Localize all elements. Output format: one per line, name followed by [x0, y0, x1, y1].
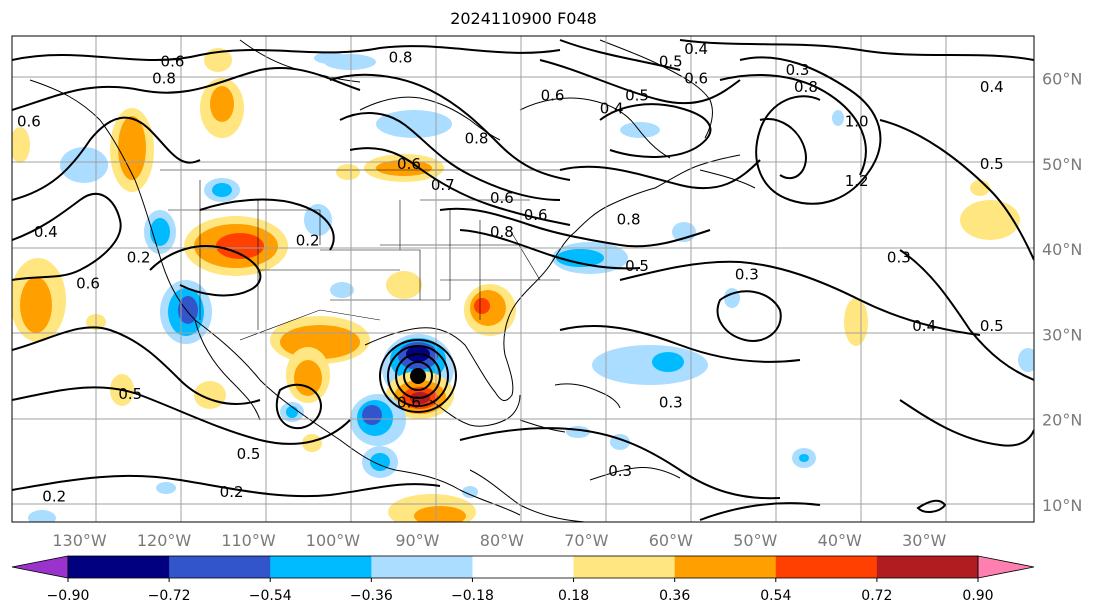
colorbar-segment — [169, 556, 271, 578]
colorbar-tick-label: −0.54 — [249, 588, 292, 604]
contour-label: 0.3 — [735, 266, 759, 284]
colorbar-tick-label: 0.36 — [659, 588, 690, 604]
contour-label: 0.5 — [118, 385, 142, 403]
contour-label: 0.6 — [17, 112, 41, 130]
colorbar-segment — [674, 556, 777, 578]
colorbar-segment — [573, 556, 676, 578]
colorbar-under-arrow — [11, 555, 69, 579]
colorbar-tick-label: −0.18 — [451, 588, 494, 604]
map-panel: 0.80.60.6 0.8 0.50.40.6 0.50.40.6 0.30.8 0.41… — [12, 36, 1034, 522]
colorbar-segment — [270, 556, 372, 578]
contour-label: 0.6 — [76, 274, 100, 292]
contour-label: 0.3 — [786, 61, 810, 79]
lon-label: 40°W — [818, 531, 862, 550]
contour-label: 0.3 — [887, 249, 911, 267]
colorbar-tick-label: 0.54 — [760, 588, 791, 604]
contour-label: 0.8 — [152, 70, 176, 88]
contour-label: 0.4 — [34, 223, 58, 241]
contour-label: 0.8 — [465, 129, 489, 147]
contour-label: 0.8 — [794, 78, 818, 96]
contour-label: 0.6 — [684, 70, 708, 88]
colorbar-tick-label: −0.36 — [350, 588, 393, 604]
lon-label: 130°W — [52, 531, 107, 550]
colorbar-segment — [775, 556, 878, 578]
contour-label: 1.2 — [845, 172, 869, 190]
contour-label: 0.3 — [608, 462, 632, 480]
contour-label: 0.5 — [980, 155, 1004, 173]
storm-center-marker — [410, 368, 426, 384]
contour-label: 0.5 — [625, 87, 649, 105]
contour-label: 0.4 — [980, 78, 1004, 96]
contour-label: 0.2 — [127, 249, 151, 267]
lon-label: 60°W — [649, 531, 693, 550]
lon-label: 70°W — [564, 531, 608, 550]
contour-label: 0.7 — [431, 176, 455, 194]
contour-label: 0.4 — [912, 317, 936, 335]
colorbar-tick-label: −0.72 — [148, 588, 191, 604]
contour-label: 0.6 — [541, 87, 565, 105]
contour-labels: 0.80.60.6 0.8 0.50.40.6 0.50.40.6 0.30.8 0.41… — [17, 40, 1004, 506]
colorbar-over-arrow — [977, 555, 1035, 579]
lat-label: 10°N — [1042, 496, 1082, 515]
colorbar-segment — [876, 556, 979, 578]
contour-label: 0.5 — [659, 53, 683, 71]
lon-label: 80°W — [480, 531, 524, 550]
coastlines — [29, 39, 756, 522]
lon-label: 90°W — [395, 531, 439, 550]
colorbar-tick-label: −0.90 — [47, 588, 90, 604]
contour-label: 1.0 — [845, 112, 869, 130]
lat-label: 40°N — [1042, 240, 1082, 259]
contour-label: 0.6 — [397, 394, 421, 412]
contour-label: 0.4 — [684, 40, 708, 58]
contour-label: 0.6 — [524, 206, 548, 224]
latitude-labels: 60°N 50°N 40°N 30°N 20°N 10°N — [1042, 70, 1082, 515]
lat-label: 50°N — [1042, 155, 1082, 174]
map-title: 2024110900 F048 — [450, 9, 597, 28]
colorbar-segment — [472, 556, 575, 578]
contour-label: 0.6 — [490, 189, 514, 207]
contour-label: 0.8 — [490, 223, 514, 241]
map-frame — [11, 35, 1035, 523]
contour-label: 0.8 — [389, 48, 413, 66]
lon-label: 50°W — [733, 531, 777, 550]
lon-label: 110°W — [221, 531, 276, 550]
longitude-labels: 130°W 120°W 110°W 100°W 90°W 80°W 70°W 60°W 50°W… — [52, 531, 946, 550]
colorbar-segment — [68, 556, 170, 578]
contour-label: 0.2 — [42, 487, 66, 505]
colorbar-tick-label: 0.72 — [861, 588, 892, 604]
lat-label: 30°N — [1042, 325, 1082, 344]
contour-lines — [12, 39, 1034, 521]
contour-label: 0.5 — [625, 257, 649, 275]
contour-label: 0.2 — [220, 483, 244, 501]
lon-label: 120°W — [137, 531, 192, 550]
contour-label: 0.5 — [980, 317, 1004, 335]
contour-label: 0.4 — [600, 99, 624, 117]
state-borders — [160, 169, 560, 341]
lon-label: 30°W — [902, 531, 946, 550]
lon-label: 100°W — [306, 531, 361, 550]
gridlines — [12, 36, 1034, 522]
colorbar-segment — [371, 556, 473, 578]
lat-label: 20°N — [1042, 411, 1082, 430]
colorbar-tick-label: 0.90 — [962, 588, 993, 604]
contour-label: 0.2 — [296, 232, 320, 250]
colorbar: −0.90 −0.72 −0.54 −0.36 −0.18 0.18 0.36 0.54 0.7… — [11, 555, 1035, 604]
colorbar-frame — [67, 555, 979, 579]
lat-label: 60°N — [1042, 70, 1082, 89]
contour-label: 0.3 — [659, 394, 683, 412]
contour-label: 0.6 — [161, 53, 185, 71]
contour-label: 0.5 — [237, 445, 261, 463]
contour-label: 0.6 — [397, 155, 421, 173]
contour-label: 0.8 — [617, 210, 641, 228]
colorbar-tick-label: 0.18 — [558, 588, 589, 604]
